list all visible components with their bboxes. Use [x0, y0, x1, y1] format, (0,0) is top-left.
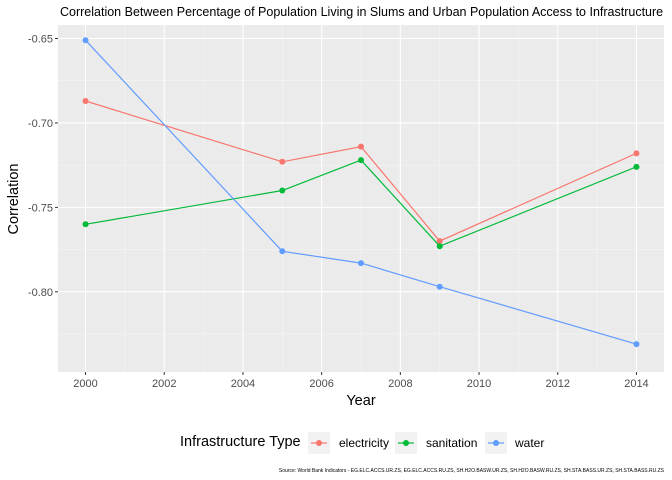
- grid-major: [58, 25, 664, 372]
- legend-label-sanitation: sanitation: [426, 436, 477, 450]
- source-caption: Source: World Bank Indicators - EG.ELC.A…: [279, 468, 665, 474]
- legend-label-electricity: electricity: [339, 436, 389, 450]
- y-tick-label: -0.80: [28, 287, 53, 299]
- data-point-sanitation: [82, 221, 89, 228]
- data-point-electricity: [82, 97, 89, 104]
- data-point-sanitation: [279, 187, 286, 194]
- x-tick-label: 2004: [231, 378, 255, 390]
- data-point-electricity: [279, 158, 286, 165]
- legend-items: electricity sanitation water: [308, 432, 544, 454]
- y-tick-label: -0.75: [28, 202, 53, 214]
- data-point-sanitation: [633, 163, 640, 170]
- y-axis-title: Correlation: [6, 164, 22, 235]
- x-tick-label: 2010: [467, 378, 491, 390]
- grid-minor: [58, 25, 664, 372]
- data-point-sanitation: [436, 243, 443, 250]
- legend-label-water: water: [514, 436, 544, 450]
- legend-title: Infrastructure Type: [180, 434, 301, 450]
- x-tick-label: 2002: [152, 378, 176, 390]
- x-tick-label: 2008: [388, 378, 412, 390]
- x-tick-label: 2006: [309, 378, 333, 390]
- data-point-water: [82, 37, 89, 44]
- data-point-water: [436, 283, 443, 290]
- x-tick-label: 2000: [73, 378, 97, 390]
- data-point-electricity: [633, 150, 640, 157]
- x-axis-ticks: 2000 2002 2004 2006 2008 2010 2012 2014: [73, 372, 649, 390]
- legend: Infrastructure Type electricity sanitatio…: [180, 432, 544, 454]
- chart-title: Correlation Between Percentage of Popula…: [60, 5, 663, 19]
- series-layer: [82, 37, 640, 348]
- data-point-electricity: [436, 238, 443, 245]
- legend-key-point: [403, 440, 409, 446]
- data-point-sanitation: [358, 157, 364, 164]
- legend-key-point: [493, 440, 499, 446]
- data-point-water: [358, 260, 364, 267]
- x-tick-label: 2014: [624, 378, 648, 390]
- x-tick-label: 2012: [546, 378, 570, 390]
- data-point-water: [279, 248, 286, 255]
- x-axis-title: Year: [346, 393, 375, 409]
- data-point-water: [633, 341, 640, 348]
- y-axis-ticks: -0.65 -0.70 -0.75 -0.80: [28, 34, 58, 299]
- legend-key-point: [316, 440, 322, 446]
- data-point-electricity: [358, 143, 364, 150]
- y-tick-label: -0.65: [28, 34, 53, 46]
- y-tick-label: -0.70: [28, 118, 53, 130]
